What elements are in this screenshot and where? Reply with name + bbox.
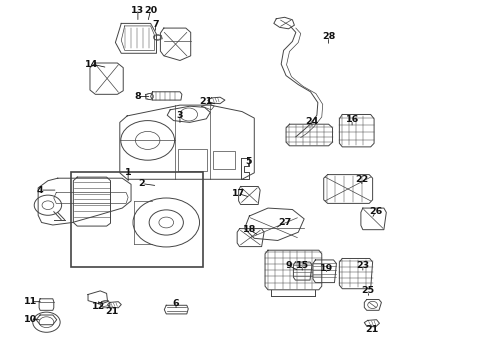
Text: 15: 15 <box>295 261 308 270</box>
Text: 23: 23 <box>356 261 368 270</box>
Text: 26: 26 <box>368 207 382 216</box>
Text: 13: 13 <box>131 6 144 15</box>
Text: 20: 20 <box>144 6 157 15</box>
Text: 27: 27 <box>277 218 291 227</box>
Text: 4: 4 <box>37 186 43 195</box>
Text: 21: 21 <box>198 97 212 106</box>
Text: 28: 28 <box>321 32 335 41</box>
Text: 14: 14 <box>85 60 99 69</box>
Text: 9: 9 <box>285 261 291 270</box>
Bar <box>178 149 206 171</box>
Text: 21: 21 <box>104 307 118 316</box>
Text: 17: 17 <box>231 189 245 198</box>
Text: 8: 8 <box>134 92 141 101</box>
Text: 12: 12 <box>92 302 105 311</box>
Bar <box>212 151 234 169</box>
Text: 16: 16 <box>345 115 358 124</box>
Bar <box>71 172 203 267</box>
Text: 7: 7 <box>152 20 159 29</box>
Text: 5: 5 <box>244 157 251 166</box>
Text: 1: 1 <box>124 168 131 177</box>
Text: 24: 24 <box>305 117 318 126</box>
Text: 11: 11 <box>23 297 37 306</box>
Text: 21: 21 <box>364 325 378 334</box>
Text: 3: 3 <box>176 111 183 120</box>
Text: 6: 6 <box>172 299 179 307</box>
Text: 10: 10 <box>24 315 37 324</box>
Text: 22: 22 <box>354 175 368 184</box>
Text: 18: 18 <box>242 225 256 234</box>
Text: 2: 2 <box>138 179 145 188</box>
Text: 25: 25 <box>361 287 373 295</box>
Text: 19: 19 <box>319 264 333 273</box>
